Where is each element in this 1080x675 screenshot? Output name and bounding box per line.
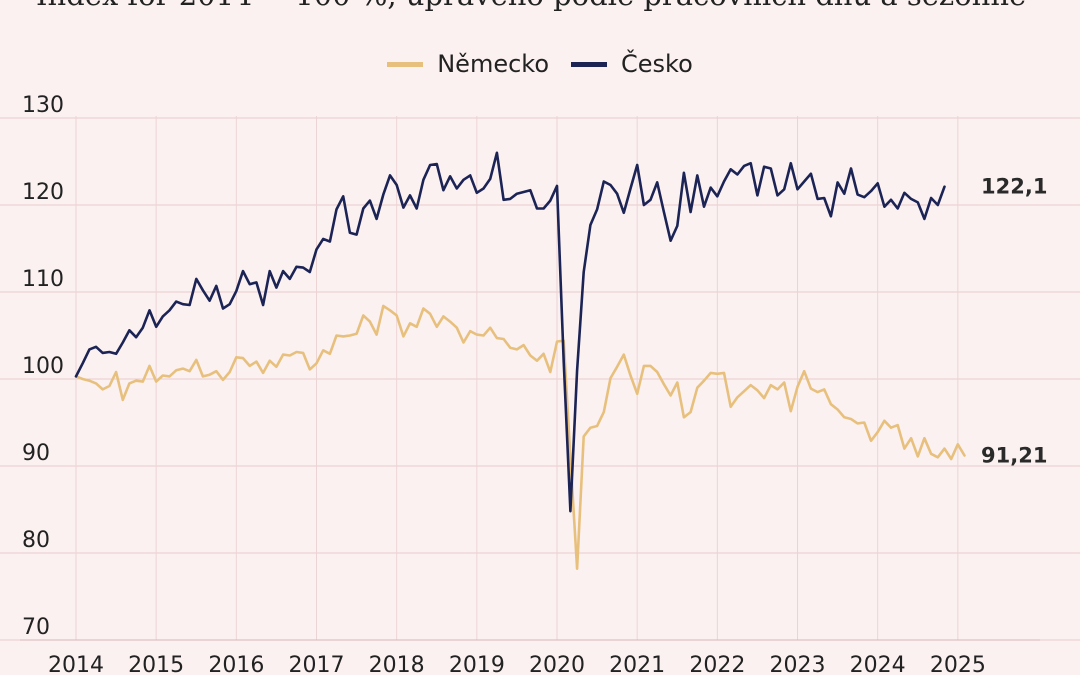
- x-tick-labels: 2014 2015 2016 2017 2018 2019 2020 2021 2022 2023…: [48, 653, 986, 675]
- x-tick-label: 2015: [128, 653, 184, 675]
- legend-label-nemecko: Německo: [437, 50, 550, 78]
- x-tick-label: 2025: [930, 653, 986, 675]
- end-labels: 91,21 122,1: [981, 175, 1047, 468]
- y-tick-label: 100: [22, 354, 64, 379]
- x-tick-label: 2017: [289, 653, 345, 675]
- chart-subtitle: Index for 2014 = 100 %, upraveno podle p…: [36, 0, 1026, 12]
- series-lines: [74, 151, 966, 571]
- y-tick-label: 130: [22, 93, 64, 118]
- x-tick-label: 2020: [529, 653, 585, 675]
- end-value-label: 122,1: [981, 175, 1047, 199]
- x-tick-label: 2019: [449, 653, 505, 675]
- y-tick-labels: 70 80 90 100 110 120 130: [22, 93, 64, 640]
- x-tick-label: 2016: [208, 653, 264, 675]
- y-tick-label: 70: [22, 615, 50, 640]
- x-tick-label: 2022: [689, 653, 745, 675]
- x-tick-label: 2018: [369, 653, 425, 675]
- grid-lines: [0, 116, 1080, 641]
- series-line-nemecko: [74, 304, 966, 571]
- y-tick-label: 120: [22, 180, 64, 205]
- x-tick-label: 2023: [770, 653, 826, 675]
- legend-item-nemecko: Německo: [387, 50, 549, 78]
- legend-swatch-nemecko: [387, 61, 424, 67]
- series-line-cesko: [74, 151, 946, 513]
- x-tick-label: 2024: [850, 653, 906, 675]
- legend-item-cesko: Česko: [571, 50, 693, 78]
- legend-swatch-cesko: [571, 61, 608, 67]
- end-value-label: 91,21: [981, 443, 1047, 467]
- x-tick-label: 2021: [609, 653, 665, 675]
- legend: Německo Česko: [0, 50, 1080, 78]
- y-tick-label: 90: [22, 441, 50, 466]
- y-tick-label: 110: [22, 267, 64, 292]
- x-tick-label: 2014: [48, 653, 104, 675]
- y-tick-label: 80: [22, 528, 50, 553]
- legend-label-cesko: Česko: [621, 50, 693, 78]
